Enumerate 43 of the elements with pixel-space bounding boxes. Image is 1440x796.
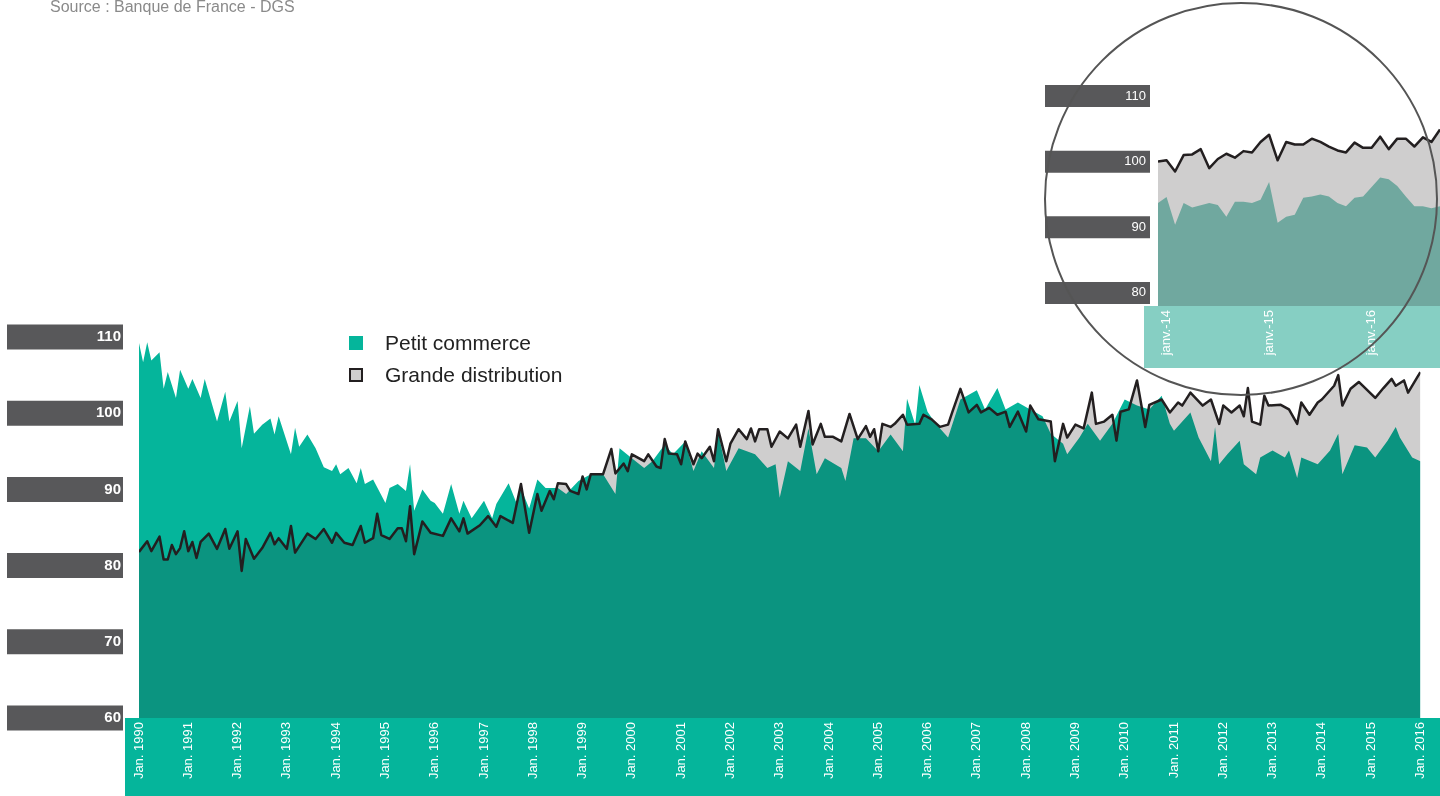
x-tick-label: Jan. 2003 xyxy=(771,722,787,780)
x-tick-label: Jan. 2011 xyxy=(1165,722,1181,779)
x-tick-label: Jan. 2014 xyxy=(1313,722,1329,780)
x-tick-label: Jan. 1998 xyxy=(524,722,540,780)
x-tick-label: Jan. 2004 xyxy=(820,722,836,780)
legend-label: Grande distribution xyxy=(385,362,563,388)
x-tick-label: Jan. 2008 xyxy=(1017,722,1033,780)
x-tick-label: Jan. 2000 xyxy=(623,722,639,780)
x-tick-label: Jan. 2009 xyxy=(1066,722,1082,780)
x-tick-label: Jan. 1992 xyxy=(229,722,245,780)
x-tick-label: Jan. 2005 xyxy=(869,722,885,780)
x-tick-label: Jan. 1995 xyxy=(377,722,392,780)
x-tick-label: Jan. 2012 xyxy=(1214,722,1230,780)
x-tick-label: Jan. 2015 xyxy=(1362,722,1378,780)
x-tick-label: janv.-16 xyxy=(1363,310,1379,357)
y-tick-label: 110 xyxy=(1125,87,1146,103)
y-tick-label: 90 xyxy=(1131,218,1146,234)
x-tick-label: Jan. 2007 xyxy=(968,722,984,780)
y-tick-label: 90 xyxy=(104,479,121,497)
y-tick-label: 100 xyxy=(1124,153,1146,169)
x-tick-label: Jan. 1996 xyxy=(426,722,442,780)
x-tick-label: janv.-14 xyxy=(1158,310,1174,357)
x-tick-label: Jan. 1994 xyxy=(327,722,343,780)
x-tick-label: Jan. 1999 xyxy=(574,722,590,780)
x-tick-label: Jan. 2010 xyxy=(1116,722,1132,780)
x-tick-label: Jan. 2016 xyxy=(1411,722,1427,780)
x-tick-label: Jan. 1991 xyxy=(179,722,195,780)
x-tick-label: Jan. 2002 xyxy=(721,722,737,780)
y-tick-label: 80 xyxy=(104,555,121,573)
x-tick-label: Jan. 2001 xyxy=(672,722,688,780)
y-tick-label: 110 xyxy=(96,327,121,345)
legend-label: Petit commerce xyxy=(385,330,531,356)
y-tick-label: 70 xyxy=(104,631,121,649)
y-tick-label: 100 xyxy=(95,403,121,421)
x-tick-label: Jan. 2006 xyxy=(919,722,935,780)
x-tick-label: Jan. 1997 xyxy=(475,722,491,780)
y-tick-label: 60 xyxy=(104,708,121,726)
y-tick-label: 80 xyxy=(1131,284,1146,300)
source-note: Source : Banque de France - DGS xyxy=(50,0,295,16)
x-tick-label: Jan. 2013 xyxy=(1264,722,1280,780)
x-tick-label: Jan. 1990 xyxy=(130,722,146,780)
x-tick-label: Jan. 1993 xyxy=(278,722,294,780)
x-tick-label: janv.-15 xyxy=(1260,310,1276,357)
